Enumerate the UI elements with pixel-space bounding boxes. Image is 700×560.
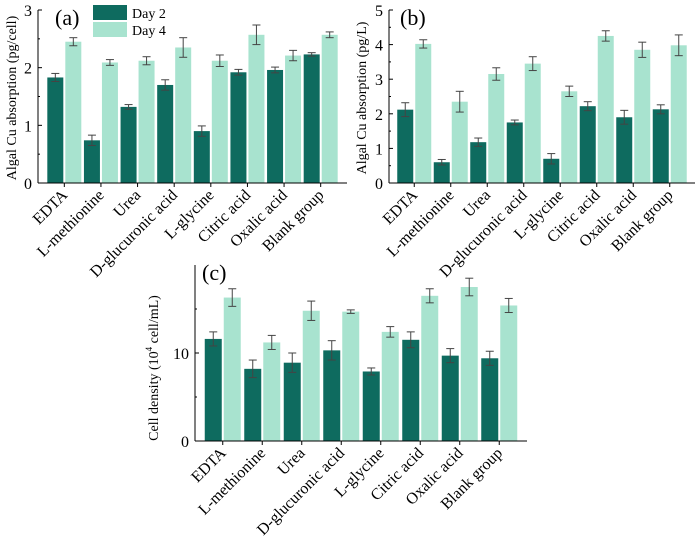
panel-b-bar-day4: [415, 43, 432, 183]
panel-a-bar-day2: [157, 84, 174, 183]
panel-a-bar-day4: [101, 62, 118, 183]
panel-b-chart: (b) Algal Cu absorption (pg/L) 012345EDT…: [355, 3, 695, 281]
panel-b-bar-day2: [470, 142, 487, 183]
panel-c-bar-day4: [460, 287, 478, 441]
panel-c-bar-day4: [421, 295, 439, 441]
panel-c-bar-day4: [263, 342, 281, 441]
panel-c-chart: (c) Cell density (104 cell/mL) 010EDTAL-…: [144, 260, 527, 539]
panel-b-bar-day2: [652, 109, 669, 183]
panel-a-bar-day4: [175, 47, 192, 183]
panel-a-bar-day2: [83, 140, 100, 183]
panel-b-bar-day2: [616, 117, 633, 183]
panel-c-bar-day2: [402, 339, 420, 441]
panel-b-label: (b): [400, 5, 426, 30]
panel-b-y-axis-label: Algal Cu absorption (pg/L): [355, 21, 370, 174]
legend-day4-swatch: [93, 22, 127, 37]
panel-c-bar-day4: [381, 331, 399, 441]
panel-c-y-label-main: Cell density (10: [147, 351, 162, 440]
panel-b-bar-day4: [488, 74, 505, 183]
panel-a-y-tick-label: 3: [24, 3, 32, 20]
panel-c-bar-day4: [500, 305, 518, 441]
panel-c-bar-day2: [441, 355, 459, 441]
panel-b-bar-day4: [634, 49, 651, 183]
panel-c-x-tick-label: Urea: [275, 445, 309, 479]
panel-b-bar-day2: [433, 162, 450, 183]
panel-c-bar-day4: [342, 311, 360, 441]
panel-c-y-label-sup: 4: [144, 346, 154, 351]
panel-c-bar-day2: [283, 362, 301, 441]
panel-b-bar-day4: [670, 45, 687, 184]
panel-b-y-tick-label: 3: [375, 72, 383, 89]
panel-c-y-label-tail: cell/mL): [147, 295, 162, 347]
panel-b-bar-day2: [543, 158, 560, 183]
panel-a-bar-day2: [193, 131, 210, 183]
panel-b-y-tick-label: 4: [375, 38, 383, 55]
panel-c-y-tick-label: 10: [173, 346, 189, 363]
panel-b-y-tick-label: 5: [375, 3, 383, 20]
panel-a-label: (a): [55, 5, 79, 30]
legend-day2-label: Day 2: [132, 7, 166, 22]
panel-a-bar-day4: [211, 60, 228, 183]
panel-a-y-tick-label: 0: [24, 176, 32, 193]
panel-c-y-tick-label: 0: [181, 434, 189, 451]
legend-day2-swatch: [93, 5, 127, 20]
panel-b-bar-day2: [397, 109, 414, 183]
panel-b-bar-day4: [597, 35, 614, 184]
panel-c-bar-day2: [323, 350, 341, 441]
panel-c-bar-day2: [204, 338, 222, 441]
panel-b-bar-day4: [451, 101, 468, 183]
panel-b-bar-day4: [524, 63, 541, 183]
panel-b-bar-day4: [561, 91, 578, 183]
panel-b-y-tick-label: 1: [375, 141, 383, 158]
panel-a-bar-day2: [303, 54, 320, 183]
legend-day4-label: Day 4: [132, 24, 166, 39]
panel-c-bar-day2: [481, 358, 499, 441]
panel-a-bar-day4: [285, 55, 302, 183]
panel-a-bar-day2: [230, 72, 247, 183]
panel-c-y-axis-label: Cell density (104 cell/mL): [144, 295, 162, 441]
panel-c-bar-day2: [362, 371, 380, 441]
panel-a-bar-day4: [321, 34, 338, 184]
panel-a-bar-day4: [248, 34, 265, 184]
panel-a-bar-day4: [65, 41, 82, 183]
panel-a-bar-day2: [47, 77, 64, 183]
panel-c-bar-day2: [244, 368, 262, 441]
panel-a-y-tick-label: 2: [24, 61, 32, 78]
panel-a-y-axis-label: Algal Cu absorption (pg/cell): [5, 15, 20, 180]
panel-b-bar-day2: [506, 122, 523, 183]
panel-a-bar-day2: [267, 69, 284, 183]
panel-b-y-tick-label: 0: [375, 176, 383, 193]
panel-a-y-tick-label: 1: [24, 118, 32, 135]
panel-a-legend: Day 2 Day 4: [93, 5, 166, 39]
panel-a-chart: (a) Algal Cu absorption (pg/cell) Day 2 …: [5, 3, 347, 281]
panel-c-label: (c): [202, 260, 226, 285]
panel-a-bar-day4: [138, 60, 155, 183]
panel-c-bar-day4: [223, 297, 241, 441]
panel-a-bar-day2: [120, 106, 137, 183]
panel-b-bar-day2: [579, 106, 596, 183]
panel-b-y-tick-label: 2: [375, 107, 383, 124]
panel-c-bar-day4: [302, 310, 320, 441]
